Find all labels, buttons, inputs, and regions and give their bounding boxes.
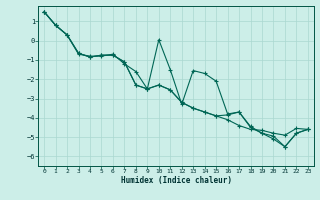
X-axis label: Humidex (Indice chaleur): Humidex (Indice chaleur) (121, 176, 231, 185)
